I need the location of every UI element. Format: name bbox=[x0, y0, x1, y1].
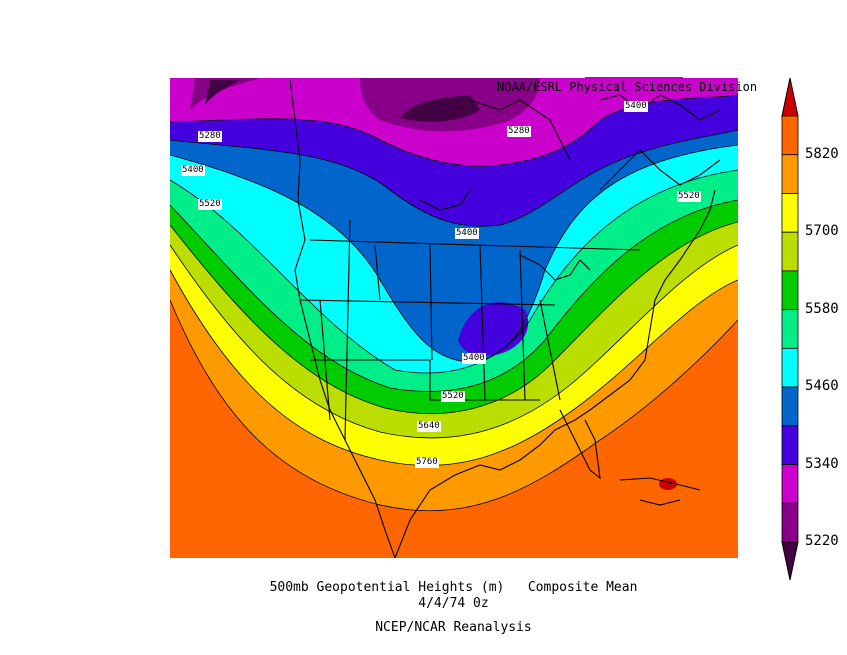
credit-text: NOAA/ESRL Physical Sciences Division bbox=[497, 80, 758, 94]
caption-date: 4/4/74 0z bbox=[418, 596, 489, 611]
contour-label: 5760 bbox=[415, 457, 439, 468]
contour-label: 5520 bbox=[198, 199, 222, 210]
colorbar-label: 5580 bbox=[805, 300, 839, 317]
colorbar-swatch bbox=[781, 309, 799, 349]
contour-label: 5400 bbox=[181, 165, 205, 176]
contour-label: 5280 bbox=[198, 131, 222, 142]
colorbar-swatch bbox=[781, 464, 799, 504]
colorbar-swatch bbox=[781, 270, 799, 311]
contour-label: 5280 bbox=[507, 126, 531, 137]
filled-contours bbox=[170, 78, 738, 558]
colorbar-swatch bbox=[781, 115, 799, 156]
contour-label: 5400 bbox=[462, 353, 486, 364]
band-5160-west bbox=[205, 80, 240, 105]
colorbar-swatch bbox=[781, 231, 799, 272]
colorbar-label: 5340 bbox=[805, 455, 839, 472]
colorbar-top-arrow bbox=[781, 77, 799, 117]
colorbar bbox=[781, 77, 799, 581]
contour-lines bbox=[170, 94, 738, 512]
contour-label: 5400 bbox=[455, 228, 479, 239]
colorbar-bottom-arrow bbox=[781, 541, 799, 581]
colorbar-swatch bbox=[781, 425, 799, 465]
colorbar-swatch bbox=[781, 386, 799, 427]
contour-label: 5520 bbox=[441, 391, 465, 402]
coastlines-and-borders bbox=[289, 79, 721, 558]
band-5220-west bbox=[190, 78, 260, 110]
colorbar-label: 5820 bbox=[805, 145, 839, 162]
colorbar-label: 5220 bbox=[805, 533, 839, 549]
credit-underline bbox=[585, 77, 683, 78]
colorbar-swatch bbox=[781, 193, 799, 233]
colorbar-swatch bbox=[781, 502, 799, 543]
band-5160-north bbox=[400, 95, 480, 122]
colorbar-label: 5700 bbox=[805, 223, 839, 240]
colorbar-label: 5460 bbox=[805, 378, 839, 395]
caption-source: NCEP/NCAR Reanalysis bbox=[375, 620, 532, 635]
caption-title: 500mb Geopotential Heights (m) Composite… bbox=[269, 580, 638, 595]
contour-label: 5640 bbox=[417, 421, 441, 432]
colorbar-swatch bbox=[781, 154, 799, 194]
colorbar-swatch bbox=[781, 347, 799, 388]
contour-label: 5520 bbox=[677, 191, 701, 202]
contour-label: 5400 bbox=[624, 101, 648, 112]
